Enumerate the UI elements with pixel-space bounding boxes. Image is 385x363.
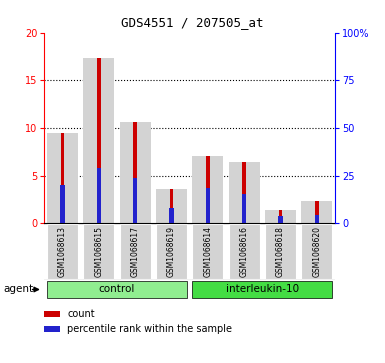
Bar — [169, 208, 174, 223]
Bar — [60, 133, 64, 223]
Bar — [83, 224, 114, 279]
Text: GSM1068613: GSM1068613 — [58, 226, 67, 277]
Bar — [120, 224, 151, 279]
Bar — [192, 224, 223, 279]
Text: interleukin-10: interleukin-10 — [226, 285, 299, 294]
Bar — [315, 201, 319, 223]
Bar — [265, 210, 296, 223]
Bar — [206, 156, 209, 223]
Bar — [44, 311, 60, 317]
Text: GSM1068615: GSM1068615 — [94, 226, 103, 277]
Bar — [265, 224, 296, 279]
Bar — [120, 122, 151, 223]
Text: GDS4551 / 207505_at: GDS4551 / 207505_at — [121, 16, 264, 29]
Bar — [229, 224, 259, 279]
Bar — [279, 210, 282, 223]
Bar — [133, 122, 137, 223]
Text: agent: agent — [4, 285, 34, 294]
Bar — [242, 162, 246, 223]
Text: GSM1068614: GSM1068614 — [203, 226, 212, 277]
Bar — [156, 224, 187, 279]
Text: GSM1068616: GSM1068616 — [239, 226, 249, 277]
Bar — [47, 224, 78, 279]
Text: GSM1068617: GSM1068617 — [131, 226, 140, 277]
Text: GSM1068620: GSM1068620 — [312, 226, 321, 277]
Bar — [315, 215, 319, 223]
Bar — [170, 189, 173, 223]
Text: GSM1068618: GSM1068618 — [276, 226, 285, 277]
Bar — [192, 281, 332, 298]
Bar — [83, 58, 114, 223]
Text: GSM1068619: GSM1068619 — [167, 226, 176, 277]
Bar — [47, 133, 78, 223]
Bar — [192, 156, 223, 223]
Bar — [97, 58, 100, 223]
Bar — [301, 224, 332, 279]
Bar — [133, 179, 137, 223]
Bar — [156, 189, 187, 223]
Bar — [97, 168, 101, 223]
Bar — [242, 194, 246, 223]
Text: percentile rank within the sample: percentile rank within the sample — [67, 324, 233, 334]
Text: control: control — [99, 285, 135, 294]
Bar — [47, 281, 187, 298]
Bar — [44, 326, 60, 332]
Text: count: count — [67, 309, 95, 319]
Bar — [206, 188, 210, 223]
Bar — [301, 201, 332, 223]
Bar — [278, 216, 283, 223]
Bar — [229, 162, 259, 223]
Bar — [60, 185, 65, 223]
